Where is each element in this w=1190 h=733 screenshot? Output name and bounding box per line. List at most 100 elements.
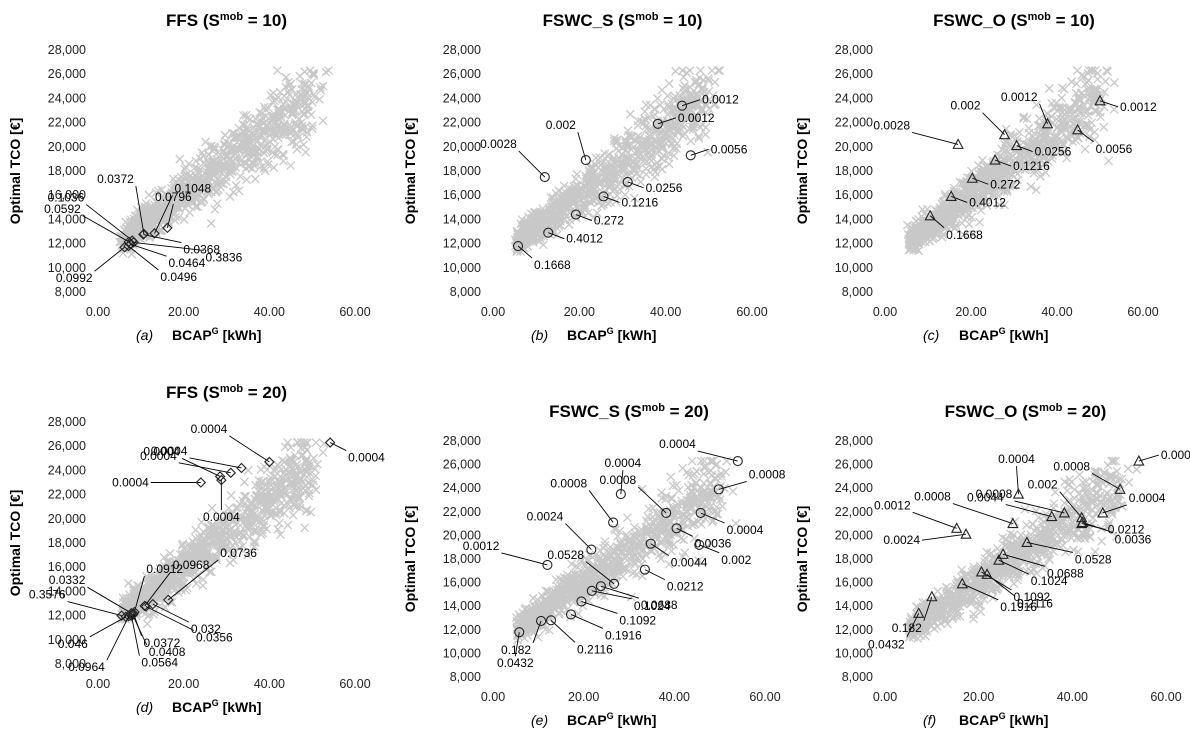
- point-label: 0.0028: [480, 137, 517, 151]
- population-point: [157, 185, 167, 195]
- y-tick-label: 24,000: [48, 463, 86, 477]
- point-label: 0.002: [951, 99, 981, 113]
- y-tick-label: 10,000: [48, 261, 86, 275]
- panel-e: FSWC_S (Smob = 20)8,00010,00012,00014,00…: [402, 402, 786, 728]
- panel-title: FSWC_O (Smob = 10): [933, 11, 1095, 30]
- annotation-leader: [145, 606, 195, 631]
- population-point: [300, 67, 310, 77]
- x-tick-label: 20.00: [168, 677, 199, 691]
- population-point: [315, 82, 325, 92]
- y-tick-label: 24,000: [835, 481, 873, 495]
- point-label: 0.4012: [566, 232, 603, 246]
- population-point: [179, 180, 189, 190]
- population-point: [168, 195, 178, 205]
- population-point: [226, 154, 236, 163]
- population-point: [278, 130, 288, 140]
- population-point: [190, 163, 200, 172]
- population-point: [201, 137, 211, 147]
- y-tick-label: 14,000: [443, 212, 481, 226]
- point-label: 0.4012: [969, 195, 1006, 209]
- population-point: [650, 172, 660, 182]
- population-point: [180, 197, 190, 207]
- population-point: [1044, 83, 1054, 93]
- population-point: [287, 137, 296, 147]
- population-point: [208, 167, 218, 177]
- point-label: 0.0496: [160, 270, 197, 284]
- y-tick-label: 24,000: [443, 481, 481, 495]
- highlight-point: [162, 222, 173, 234]
- population-point: [302, 132, 311, 142]
- x-tick-label: 0.00: [86, 305, 110, 319]
- population-point: [185, 188, 195, 198]
- point-label: 0.0372: [97, 172, 134, 186]
- population-point: [703, 109, 713, 119]
- population-point: [278, 149, 288, 159]
- population-point: [213, 164, 223, 174]
- y-tick-label: 18,000: [835, 164, 873, 178]
- population-point: [255, 122, 265, 132]
- population-point: [301, 147, 311, 157]
- point-label: 0.0004: [659, 437, 696, 451]
- population-point: [151, 188, 161, 198]
- population-point: [231, 162, 241, 172]
- population-point: [655, 100, 665, 110]
- population-point: [1109, 78, 1119, 88]
- point-label: 0.0004: [203, 510, 240, 524]
- panel-f: FSWC_O (Smob = 20)8,00010,00012,00014,00…: [794, 402, 1190, 728]
- population-point: [967, 212, 977, 222]
- y-tick-label: 18,000: [443, 552, 481, 566]
- x-tick-label: 20.00: [963, 690, 994, 704]
- y-tick-label: 14,000: [835, 599, 873, 613]
- population-point: [205, 172, 215, 182]
- population-point: [229, 132, 239, 142]
- population-point: [275, 87, 285, 97]
- panel-letter: (e): [531, 712, 548, 728]
- y-tick-label: 18,000: [443, 164, 481, 178]
- x-tick-label: 20.00: [955, 305, 986, 319]
- population-point: [123, 578, 133, 588]
- population-point: [225, 558, 235, 568]
- population-point: [1104, 156, 1113, 166]
- population-point: [657, 85, 667, 95]
- population-point: [1099, 122, 1109, 132]
- y-tick-label: 22,000: [443, 116, 481, 130]
- population-point: [1024, 123, 1034, 133]
- point-label: 0.0964: [68, 660, 105, 674]
- point-label: 0.0332: [49, 573, 86, 587]
- population-point: [127, 227, 137, 237]
- y-tick-label: 26,000: [48, 439, 86, 453]
- point-label: 0.0004: [348, 451, 385, 465]
- population-point: [291, 97, 301, 107]
- x-axis-label: BCAPG [kWh]: [172, 326, 261, 343]
- y-axis-label: Optimal TCO [€]: [402, 506, 418, 613]
- annotation-leader: [518, 150, 546, 178]
- point-label: 0.046: [58, 637, 88, 651]
- population-point: [260, 166, 270, 176]
- population-point: [242, 134, 252, 144]
- population-point: [239, 477, 249, 487]
- population-point: [241, 110, 251, 120]
- point-label: 0.0564: [141, 656, 178, 670]
- population-point: [242, 175, 251, 185]
- population-point: [286, 161, 296, 171]
- x-tick-label: 60.00: [339, 677, 370, 691]
- point-label: 0.0004: [140, 449, 177, 463]
- population-point: [231, 180, 241, 190]
- population-point: [179, 215, 189, 224]
- y-tick-label: 26,000: [443, 458, 481, 472]
- population-point: [294, 114, 304, 124]
- x-tick-label: 40.00: [254, 677, 285, 691]
- point-label: 0.0356: [196, 631, 233, 645]
- y-tick-label: 10,000: [835, 261, 873, 275]
- population-point: [284, 77, 294, 87]
- population-point: [254, 131, 264, 141]
- population-point: [686, 136, 696, 146]
- population-point: [287, 110, 297, 120]
- point-label: 0.0008: [550, 476, 587, 490]
- population-point: [191, 172, 201, 182]
- population-point: [227, 143, 237, 153]
- population-point: [285, 80, 295, 90]
- population-point: [212, 154, 222, 164]
- population-point: [234, 186, 244, 196]
